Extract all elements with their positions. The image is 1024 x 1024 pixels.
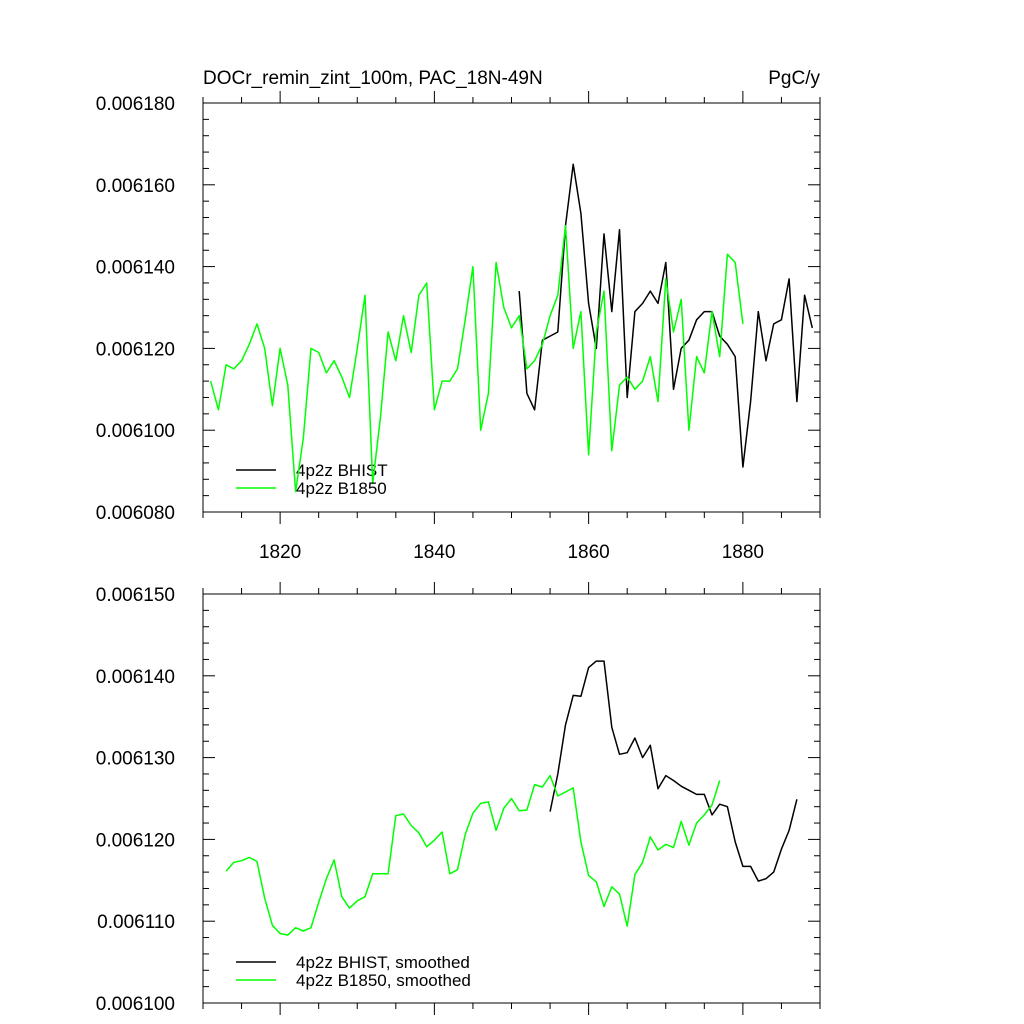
y-tick-label: 0.006110: [97, 912, 175, 933]
y-tick-label: 0.006100: [96, 994, 175, 1015]
series-line-b1850: [209, 224, 744, 493]
y-tick-label: 0.006080: [96, 503, 175, 524]
x-tick-label: 1860: [567, 542, 609, 563]
legend-label: 4p2z B1850: [296, 479, 387, 498]
series-line-b1850: [225, 774, 721, 936]
y-tick-label: 0.006140: [96, 667, 175, 688]
y-tick-label: 0.006130: [96, 749, 175, 770]
x-tick-label: 1880: [722, 542, 764, 563]
legend-label: 4p2z B1850, smoothed: [296, 971, 471, 990]
top-panel: DOCr_remin_zint_100m, PAC_18N-49N PgC/y …: [96, 68, 821, 563]
x-tick-label: 1840: [413, 542, 455, 563]
y-tick-label: 0.006180: [96, 94, 175, 115]
bottom-panel: 0.006100 0.006110 0.006120 0.006130 0.006140…: [96, 582, 821, 1015]
units-label: PgC/y: [768, 68, 820, 89]
x-tick-label: 1820: [259, 542, 301, 563]
series-line-bhist: [549, 660, 798, 882]
plot-frame: [202, 102, 821, 513]
y-tick-label: 0.006120: [96, 830, 175, 851]
y-tick-label: 0.006150: [96, 585, 175, 606]
y-tick-label: 0.006140: [96, 258, 175, 279]
y-tick-label: 0.006100: [96, 421, 175, 442]
series-line-bhist: [518, 163, 814, 468]
legend-label: 4p2z BHIST: [296, 461, 388, 480]
chart-title: DOCr_remin_zint_100m, PAC_18N-49N: [203, 68, 543, 89]
y-tick-label: 0.006120: [96, 339, 175, 360]
y-tick-label: 0.006160: [96, 176, 175, 197]
legend-label: 4p2z BHIST, smoothed: [296, 953, 470, 972]
